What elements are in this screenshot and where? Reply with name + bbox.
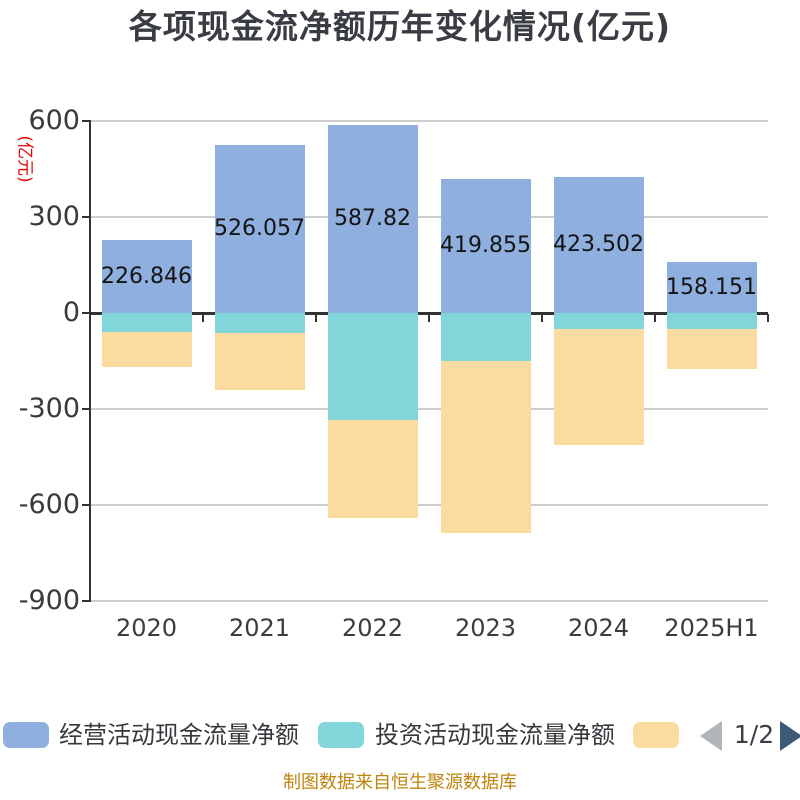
bar-value-label: 587.82 xyxy=(334,205,411,231)
bar-value-label: 526.057 xyxy=(214,215,305,241)
y-axis-tick-label: -900 xyxy=(18,585,80,616)
y-axis-tick xyxy=(82,408,90,410)
gridline xyxy=(90,120,768,122)
x-axis-tick xyxy=(541,314,543,322)
bar-2025H1-third-series-segment[interactable] xyxy=(666,329,757,369)
bar-2024-investing-segment[interactable] xyxy=(553,313,644,329)
y-axis-tick-label: 300 xyxy=(28,201,80,232)
x-axis-label: 2022 xyxy=(341,614,404,642)
y-axis-tick xyxy=(82,504,90,506)
legend-prev-page-arrow-icon[interactable] xyxy=(700,721,722,751)
gridline xyxy=(90,408,768,410)
bar-2024-third-series-segment[interactable] xyxy=(553,329,644,446)
legend-label-operating[interactable]: 经营活动现金流量净额 xyxy=(59,721,299,749)
x-axis-label: 2021 xyxy=(228,614,291,642)
bar-2023-operating-segment[interactable] xyxy=(440,178,531,313)
x-axis-label: 2025H1 xyxy=(664,614,759,642)
legend-swatch-investing[interactable] xyxy=(318,722,364,748)
bar-2022-investing-segment[interactable] xyxy=(327,313,418,421)
y-axis-tick xyxy=(82,216,90,218)
legend-swatch-operating[interactable] xyxy=(3,722,49,748)
bar-value-label: 419.855 xyxy=(440,232,531,258)
x-axis-tick xyxy=(654,314,656,322)
bar-2020-operating-segment[interactable] xyxy=(101,240,192,313)
bar-2020-investing-segment[interactable] xyxy=(101,313,192,332)
y-axis-tick xyxy=(82,312,90,314)
y-axis-tick-label: -600 xyxy=(18,489,80,520)
bar-2021-operating-segment[interactable] xyxy=(214,144,305,313)
x-axis-tick xyxy=(89,314,91,322)
bar-2022-operating-segment[interactable] xyxy=(327,124,418,313)
y-axis-tick xyxy=(82,120,90,122)
bar-value-label: 226.846 xyxy=(101,263,192,289)
bar-value-label: 423.502 xyxy=(553,232,644,258)
bar-2021-investing-segment[interactable] xyxy=(214,313,305,333)
y-axis-tick-label: 0 xyxy=(62,297,80,328)
bar-2024-operating-segment[interactable] xyxy=(553,177,644,313)
legend: 经营活动现金流量净额 投资活动现金流量净额 1/2 xyxy=(0,715,800,757)
y-axis-tick-label: -300 xyxy=(18,393,80,424)
bar-2021-third-series-segment[interactable] xyxy=(214,332,305,391)
legend-next-page-arrow-icon[interactable] xyxy=(780,721,800,751)
zero-axis-line xyxy=(90,311,768,315)
x-axis-tick xyxy=(428,314,430,322)
y-axis-tick-label: 600 xyxy=(28,105,80,136)
x-axis-label: 2020 xyxy=(115,614,178,642)
chart-title: 各项现金流净额历年变化情况(亿元) xyxy=(128,7,672,46)
bar-2025H1-operating-segment[interactable] xyxy=(666,262,757,313)
bar-2025H1-investing-segment[interactable] xyxy=(666,313,757,329)
y-axis-line xyxy=(89,120,91,602)
x-axis-tick xyxy=(767,314,769,322)
bar-2020-third-series-segment[interactable] xyxy=(101,331,192,368)
legend-swatch-third-series[interactable] xyxy=(633,722,679,748)
legend-label-investing[interactable]: 投资活动现金流量净额 xyxy=(375,721,615,749)
legend-page-indicator: 1/2 xyxy=(733,720,775,749)
y-axis-tick xyxy=(82,600,90,602)
source-note: 制图数据来自恒生聚源数据库 xyxy=(283,772,517,793)
gridline xyxy=(90,504,768,506)
bar-2022-third-series-segment[interactable] xyxy=(327,420,418,519)
bar-value-label: 158.151 xyxy=(666,274,757,300)
gridline xyxy=(90,216,768,218)
x-axis-label: 2023 xyxy=(454,614,517,642)
x-axis-label: 2024 xyxy=(567,614,630,642)
x-axis-tick xyxy=(315,314,317,322)
gridline xyxy=(90,600,768,602)
bar-2023-investing-segment[interactable] xyxy=(440,313,531,361)
bar-2023-third-series-segment[interactable] xyxy=(440,361,531,533)
x-axis-tick xyxy=(202,314,204,322)
